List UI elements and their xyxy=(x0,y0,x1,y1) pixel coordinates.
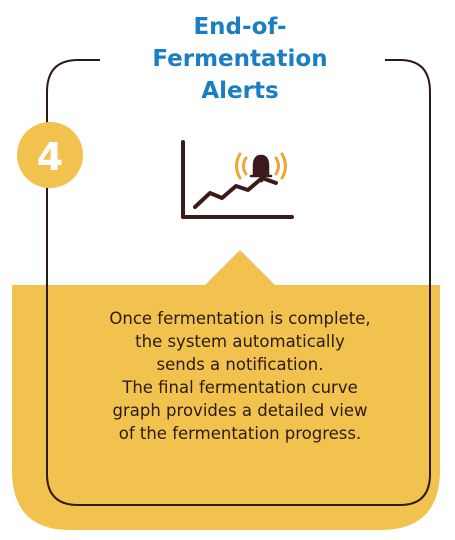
step-badge xyxy=(17,122,83,188)
alert-chart-icon xyxy=(181,140,294,219)
title: End-of- Fermentation Alerts xyxy=(152,14,327,104)
description: Once fermentation is complete, the syste… xyxy=(109,309,370,443)
title-line: Alerts xyxy=(201,78,278,104)
description-line: graph provides a detailed view xyxy=(113,401,368,420)
description-line: Once fermentation is complete, xyxy=(109,309,370,328)
title-line: Fermentation xyxy=(152,46,327,72)
outline xyxy=(46,59,431,506)
yellow-panel xyxy=(12,250,440,530)
description-line: of the fermentation progress. xyxy=(119,424,362,443)
description-line: sends a notification. xyxy=(157,355,324,374)
description-line: The final fermentation curve xyxy=(121,378,358,397)
step-number: 4 xyxy=(37,135,63,179)
title-line: End-of- xyxy=(193,14,286,40)
description-line: the system automatically xyxy=(135,332,345,351)
